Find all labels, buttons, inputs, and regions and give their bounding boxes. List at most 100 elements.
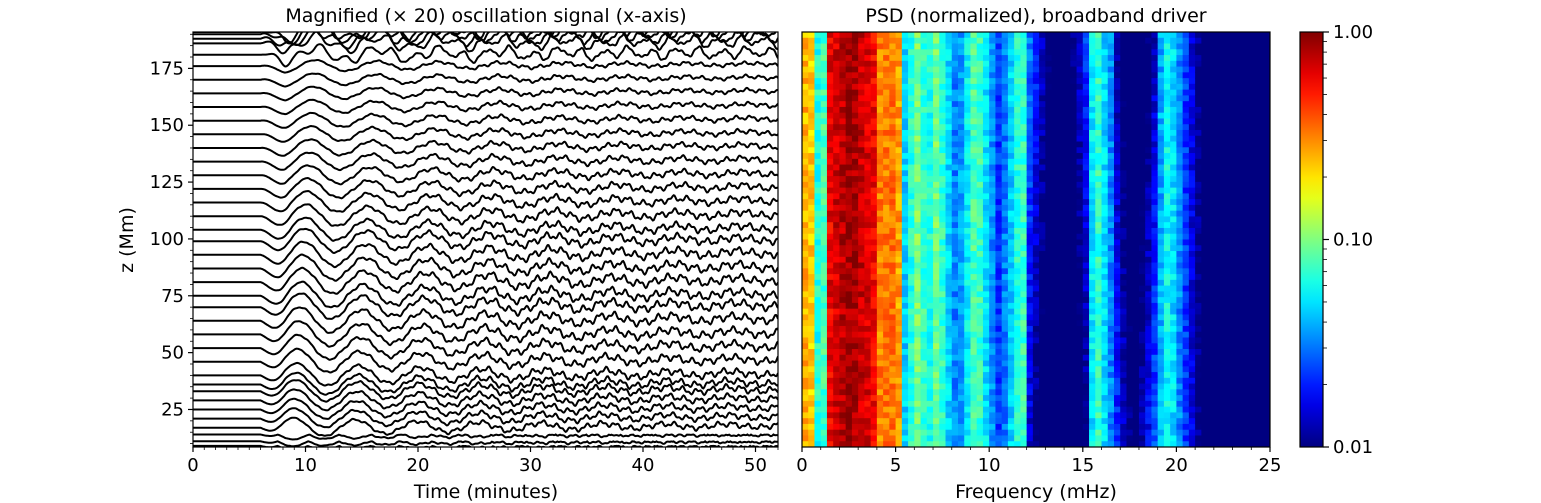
- heatmap-cell: [883, 297, 890, 304]
- heatmap-cell: [1201, 337, 1209, 344]
- heatmap-cell: [883, 372, 890, 379]
- heatmap-cell: [982, 101, 990, 108]
- heatmap-cell: [883, 170, 890, 177]
- heatmap-cell: [876, 435, 884, 442]
- heatmap-cell: [1032, 187, 1040, 194]
- heatmap-cell: [876, 147, 884, 154]
- heatmap-cell: [1157, 331, 1165, 339]
- heatmap-cell: [951, 181, 959, 189]
- heatmap-cell: [826, 337, 834, 344]
- heatmap-cell: [1101, 193, 1109, 200]
- heatmap-cell: [1064, 216, 1071, 223]
- heatmap-cell: [1064, 204, 1071, 212]
- heatmap-cell: [1076, 55, 1084, 62]
- heatmap-cell: [995, 366, 1003, 373]
- heatmap-cell: [1020, 43, 1028, 50]
- heatmap-cell: [858, 153, 865, 160]
- heatmap-cell: [1076, 395, 1084, 402]
- heatmap-cell: [876, 354, 884, 362]
- heatmap-cell: [1188, 377, 1196, 385]
- heatmap-cell: [1213, 343, 1221, 350]
- heatmap-cell: [1138, 279, 1146, 287]
- heatmap-cell: [858, 395, 865, 402]
- heatmap-cell: [870, 204, 878, 212]
- heatmap-cell: [1145, 37, 1153, 45]
- heatmap-cell: [1114, 256, 1121, 264]
- heatmap-cell: [1170, 118, 1177, 125]
- heatmap-cell: [814, 199, 822, 206]
- psd-heatmap: [802, 32, 1270, 447]
- heatmap-cell: [1089, 193, 1096, 200]
- heatmap-cell: [1020, 158, 1028, 166]
- heatmap-cell: [945, 55, 953, 62]
- heatmap-cell: [939, 83, 947, 91]
- heatmap-cell: [1026, 256, 1034, 264]
- heatmap-cell: [1163, 170, 1171, 177]
- heatmap-cell: [839, 101, 847, 108]
- heatmap-cell: [1039, 233, 1046, 241]
- heatmap-cell: [1151, 279, 1159, 287]
- heatmap-cell: [1070, 418, 1078, 425]
- heatmap-cell: [914, 135, 922, 143]
- heatmap-cell: [1039, 291, 1046, 298]
- heatmap-cell: [1032, 441, 1040, 447]
- heatmap-cell: [933, 331, 940, 339]
- heatmap-cell: [1207, 210, 1215, 218]
- heatmap-cell: [920, 72, 928, 79]
- heatmap-cell: [808, 89, 816, 96]
- heatmap-cell: [864, 210, 872, 218]
- heatmap-cell: [1032, 60, 1040, 68]
- heatmap-cell: [814, 210, 822, 218]
- heatmap-cell: [1157, 210, 1165, 218]
- heatmap-cell: [1095, 187, 1103, 194]
- heatmap-cell: [964, 389, 972, 396]
- heatmap-cell: [1188, 354, 1196, 362]
- heatmap-cell: [1020, 101, 1028, 108]
- heatmap-cell: [1020, 147, 1028, 154]
- heatmap-cell: [1064, 129, 1071, 137]
- heatmap-cell: [1176, 78, 1184, 85]
- heatmap-cell: [802, 158, 809, 166]
- heatmap-cell: [970, 49, 978, 56]
- heatmap-cell: [895, 204, 903, 212]
- heatmap-cell: [1045, 441, 1053, 447]
- heatmap-cell: [901, 245, 909, 252]
- heatmap-cell: [1039, 383, 1046, 390]
- heatmap-cell: [1126, 418, 1134, 425]
- heatmap-cell: [870, 176, 878, 183]
- heatmap-cell: [982, 78, 990, 85]
- heatmap-cell: [1176, 245, 1184, 252]
- heatmap-cell: [1082, 129, 1090, 137]
- heatmap-cell: [1138, 233, 1146, 241]
- heatmap-cell: [1132, 302, 1140, 310]
- heatmap-cell: [995, 222, 1003, 229]
- heatmap-cell: [1188, 37, 1196, 45]
- heatmap-cell: [1064, 372, 1071, 379]
- heatmap-cell: [1014, 106, 1021, 114]
- heatmap-cell: [1026, 233, 1034, 241]
- heatmap-cell: [1195, 245, 1202, 252]
- heatmap-cell: [1188, 279, 1196, 287]
- heatmap-cell: [1163, 383, 1171, 390]
- heatmap-cell: [802, 251, 809, 258]
- heatmap-cell: [1045, 158, 1053, 166]
- heatmap-cell: [1064, 349, 1071, 356]
- heatmap-cell: [1026, 124, 1034, 131]
- heatmap-cell: [833, 285, 841, 292]
- heatmap-cell: [958, 314, 965, 321]
- heatmap-cell: [958, 354, 965, 362]
- heatmap-cell: [1095, 55, 1103, 62]
- heatmap-cell: [895, 78, 903, 85]
- heatmap-cell: [1101, 83, 1109, 91]
- heatmap-cell: [889, 325, 897, 333]
- heatmap-cell: [926, 222, 934, 229]
- heatmap-cell: [1014, 325, 1021, 333]
- heatmap-cell: [1145, 320, 1153, 327]
- heatmap-cell: [1145, 199, 1153, 206]
- heatmap-cell: [1120, 118, 1128, 125]
- heatmap-cell: [826, 279, 834, 287]
- heatmap-cell: [833, 423, 841, 431]
- heatmap-cell: [914, 406, 922, 414]
- heatmap-cell: [820, 118, 828, 125]
- heatmap-cell: [908, 395, 915, 402]
